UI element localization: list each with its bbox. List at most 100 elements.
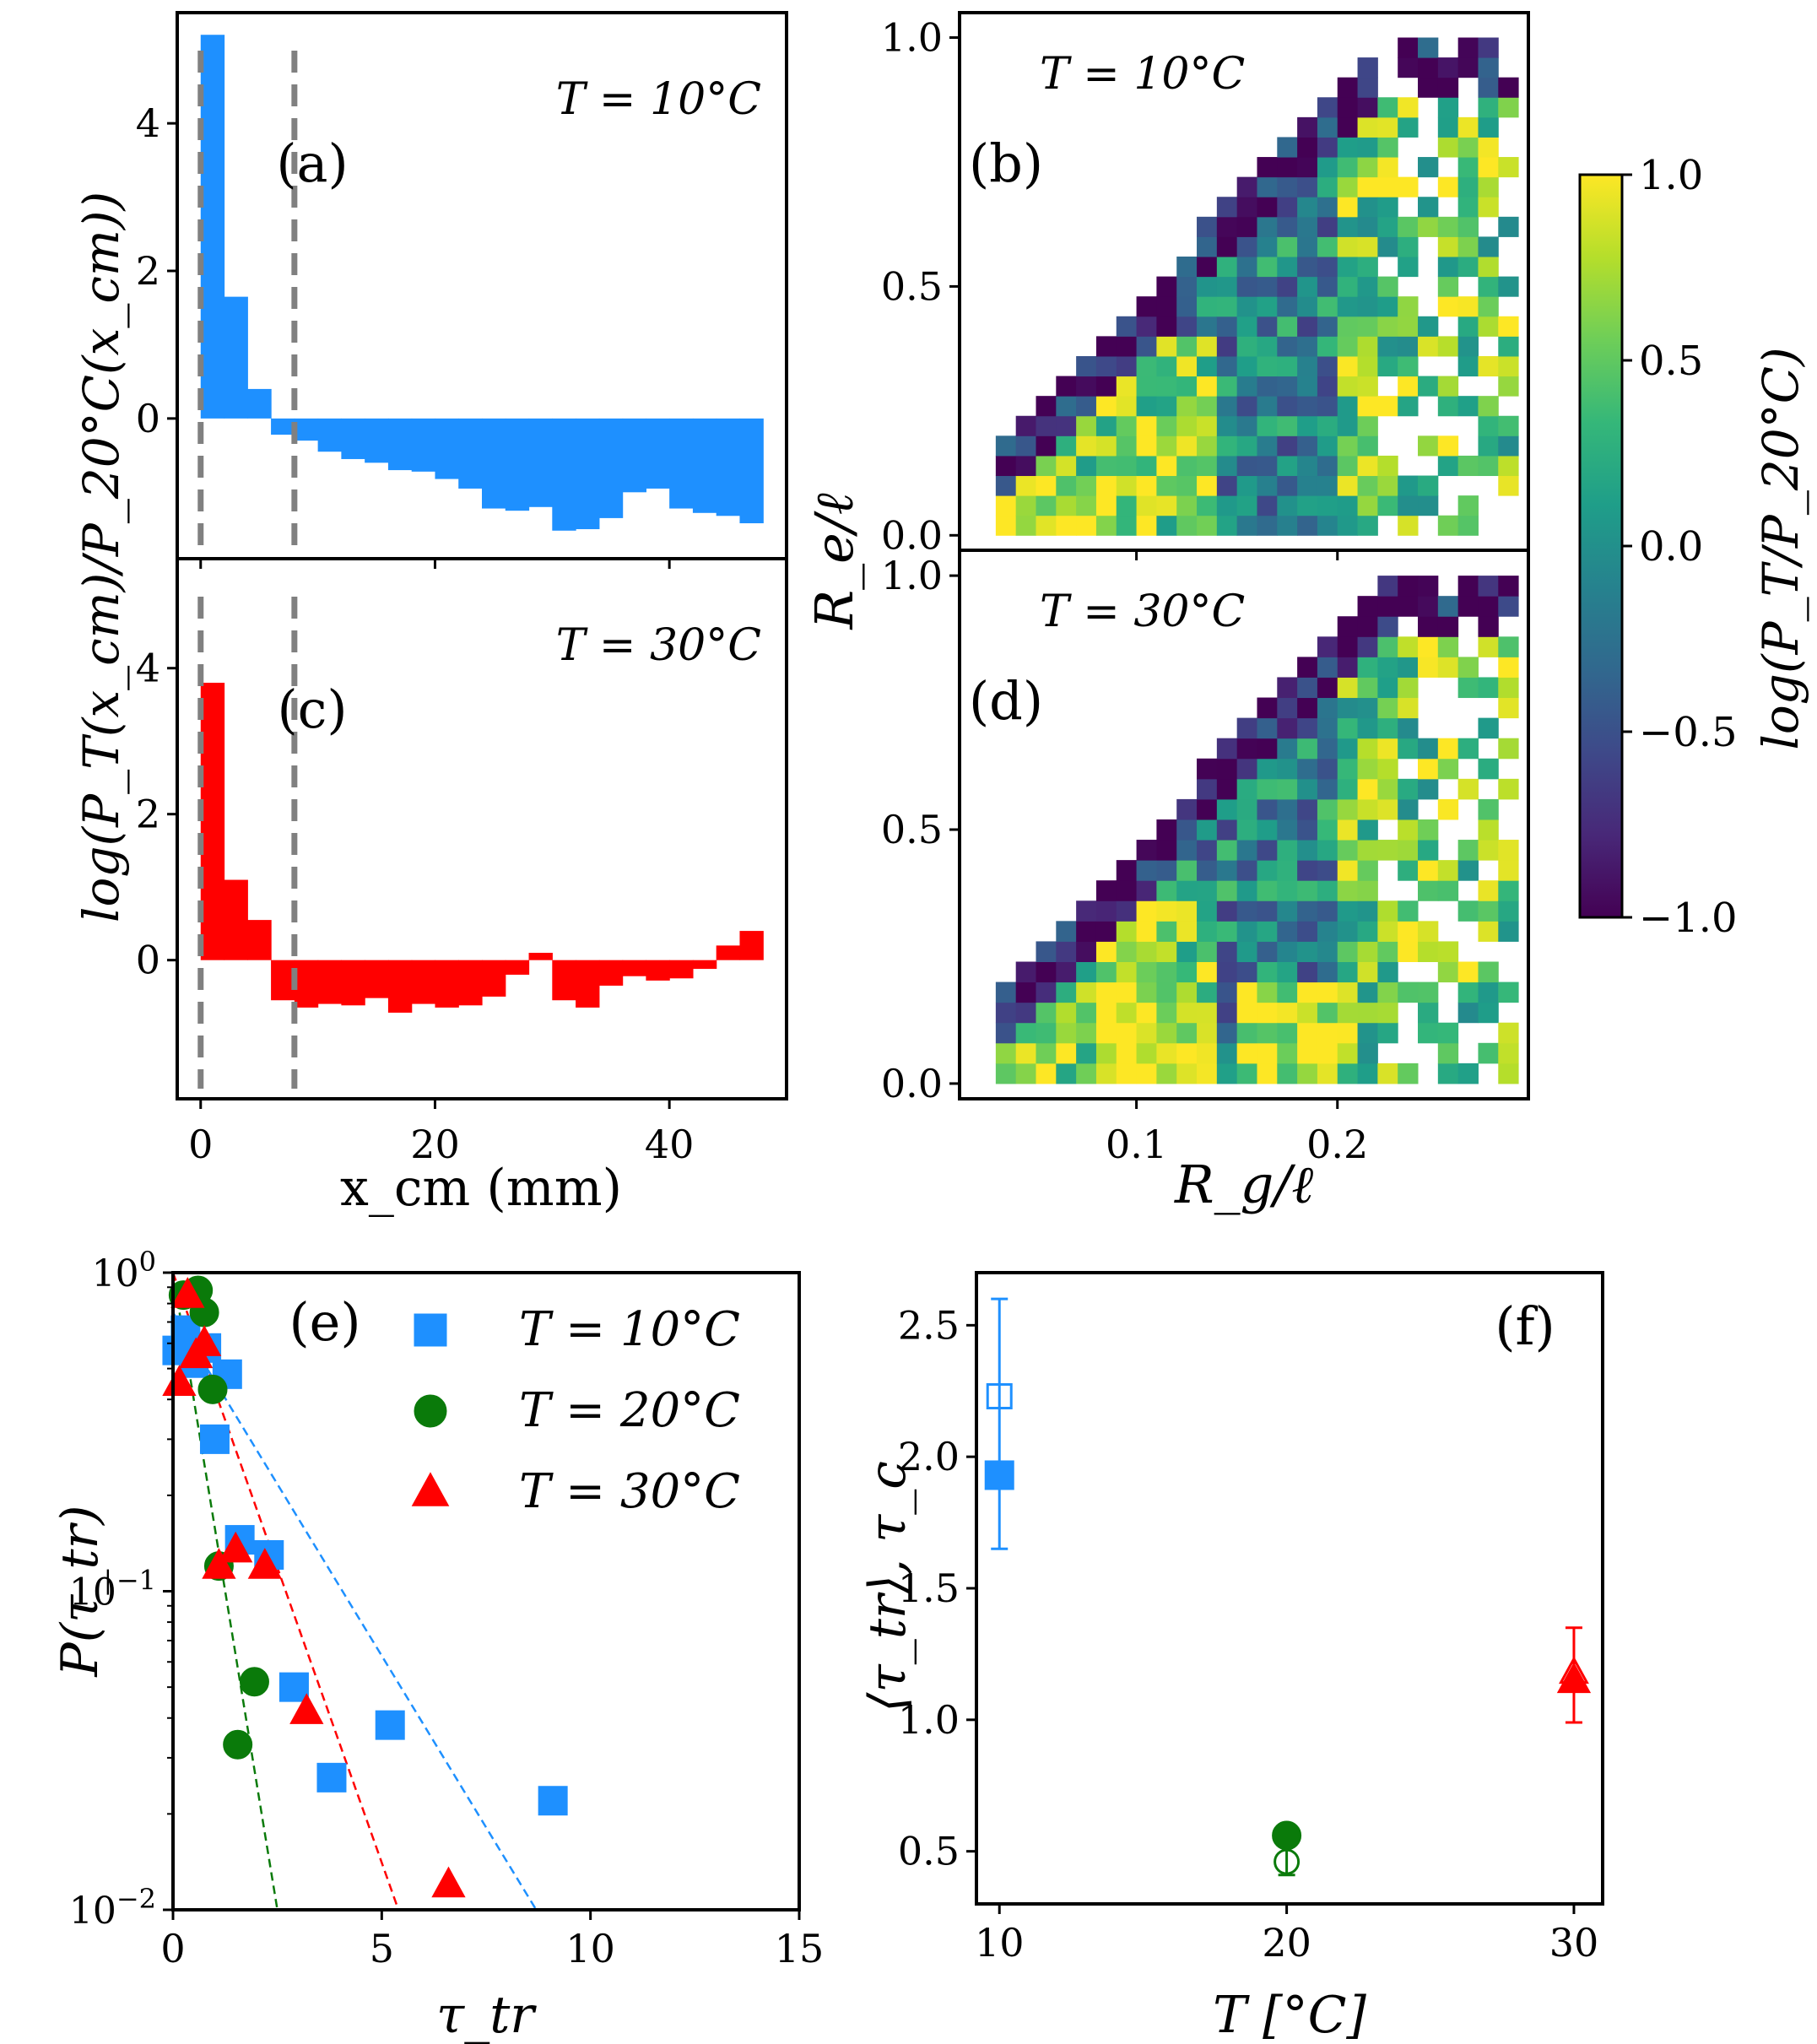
heatmap-cell — [1216, 738, 1238, 760]
heatmap-cell — [1337, 355, 1359, 377]
histogram-bar — [622, 418, 646, 493]
heatmap-cell — [1036, 941, 1057, 962]
heatmap-cell — [1036, 961, 1057, 983]
heatmap-cell — [1197, 941, 1218, 962]
heatmap-cell — [1357, 697, 1378, 719]
heatmap-cell — [1176, 921, 1198, 942]
heatmap-cell — [1317, 137, 1338, 158]
heatmap-cell — [1176, 355, 1198, 377]
heatmap-cell — [1478, 840, 1499, 861]
heatmap-cell — [1257, 236, 1278, 257]
data-point-triangle — [202, 1548, 236, 1579]
heatmap-cell — [1398, 860, 1419, 881]
heatmap-cell — [1277, 276, 1298, 297]
heatmap-cell — [1036, 515, 1057, 536]
legend-label-square: T = 10°C — [519, 1302, 740, 1357]
heatmap-cell — [1176, 961, 1198, 983]
heatmap-cell — [1216, 415, 1238, 436]
heatmap-cell — [995, 1042, 1017, 1064]
heatmap-cell — [1236, 1022, 1257, 1044]
heatmap-cell — [1015, 1022, 1037, 1044]
heatmap-cell — [1216, 941, 1238, 962]
heatmap-cell — [1176, 1002, 1198, 1024]
heatmap-cell — [1478, 57, 1499, 78]
heatmap-cell — [1136, 961, 1157, 983]
heatmap-cell — [1156, 1002, 1177, 1024]
heatmap-cell — [1076, 1022, 1097, 1044]
heatmap-cell — [1116, 900, 1138, 922]
heatmap-cell — [1136, 515, 1157, 536]
heatmap-cell — [1156, 921, 1177, 942]
heatmap-cell — [1457, 738, 1479, 760]
heatmap-cell — [1156, 1063, 1177, 1084]
heatmap-cell — [1418, 37, 1439, 58]
heatmap-cell — [1277, 296, 1298, 317]
heatmap-cell — [1216, 495, 1238, 516]
heatmap-cell — [1478, 616, 1499, 637]
heatmap-cell — [1015, 961, 1037, 983]
heatmap-cell — [1236, 819, 1257, 841]
ytick-a-label: 4 — [136, 100, 160, 146]
heatmap-cell — [1277, 336, 1298, 357]
heatmap-cell — [1357, 296, 1378, 317]
heatmap-cell — [1197, 860, 1218, 881]
heatmap-cell — [1317, 840, 1338, 861]
heatmap-cell — [1357, 677, 1378, 699]
heatmap-cell — [1437, 1022, 1459, 1044]
heatmap-cell — [1337, 778, 1359, 800]
heatmap-cell — [1398, 515, 1419, 536]
heatmap-cell — [1056, 961, 1077, 983]
heatmap-cell — [1498, 435, 1519, 457]
heatmap-cell — [1236, 495, 1257, 516]
heatmap-cell — [1136, 900, 1157, 922]
heatmap-cell — [1297, 1042, 1318, 1064]
legend-marker-circle — [414, 1394, 447, 1428]
heatmap-cell — [1015, 435, 1037, 457]
heatmap-cell — [1457, 495, 1479, 516]
heatmap-cell — [1136, 880, 1157, 901]
heatmap-cell — [1377, 596, 1398, 617]
heatmap-cell — [1457, 396, 1479, 417]
heatmap-cell — [1236, 880, 1257, 901]
heatmap-cell — [1437, 176, 1459, 197]
heatmap-cell — [1136, 1063, 1157, 1084]
heatmap-cell — [1498, 216, 1519, 237]
heatmap-cell — [1437, 137, 1459, 158]
heatmap-cell — [1257, 415, 1278, 436]
heatmap-cell — [1478, 276, 1499, 297]
heatmap-cell — [1317, 415, 1338, 436]
heatmap-cell — [1377, 236, 1398, 257]
heatmap-cell — [1317, 296, 1338, 317]
heatmap-cell — [1297, 157, 1318, 178]
panel-a — [197, 35, 764, 549]
heatmap-cell — [1337, 717, 1359, 739]
heatmap-cell — [1015, 495, 1037, 516]
heatmap-cell — [1337, 677, 1359, 699]
heatmap-cell — [1277, 197, 1298, 218]
heatmap-cell — [1418, 216, 1439, 237]
heatmap-cell — [1236, 396, 1257, 417]
heatmap-cell — [1297, 355, 1318, 377]
heatmap-cell — [1297, 515, 1318, 536]
heatmap-cell — [1357, 900, 1378, 922]
heatmap-cell — [1216, 435, 1238, 457]
heatmap-cell — [995, 475, 1017, 496]
heatmap-cell — [1498, 981, 1519, 1003]
heatmap-cell — [1418, 475, 1439, 496]
heatmap-cell — [995, 1002, 1017, 1024]
heatmap-cell — [1036, 981, 1057, 1003]
heatmap-cell — [1498, 1022, 1519, 1044]
panel-f — [984, 1297, 1592, 1877]
heatmap-cell — [1478, 880, 1499, 901]
heatmap-cell — [1036, 1063, 1057, 1084]
heatmap-cell — [1156, 435, 1177, 457]
ytick-e-label: 10−2 — [69, 1883, 156, 1933]
ytick-b-label: 0.5 — [881, 263, 943, 309]
heatmap-cell — [1156, 495, 1177, 516]
heatmap-cell — [1297, 717, 1318, 739]
heatmap-cell — [1377, 495, 1398, 516]
heatmap-cell — [1357, 596, 1378, 617]
heatmap-cell — [1176, 455, 1198, 477]
heatmap-cell — [1457, 316, 1479, 337]
